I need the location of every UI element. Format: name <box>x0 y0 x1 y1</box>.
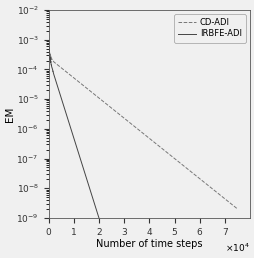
CD-ADI <box>47 44 50 47</box>
CD-ADI <box>154 142 157 146</box>
CD-ADI <box>69 74 72 77</box>
IRBFE-ADI <box>47 46 50 49</box>
IRBFE-ADI <box>56 85 59 88</box>
IRBFE-ADI <box>47 46 50 49</box>
IRBFE-ADI <box>76 151 80 154</box>
Legend: CD-ADI, IRBFE-ADI: CD-ADI, IRBFE-ADI <box>173 14 245 43</box>
CD-ADI <box>127 120 130 124</box>
CD-ADI <box>235 207 238 211</box>
IRBFE-ADI <box>60 98 63 101</box>
Line: IRBFE-ADI: IRBFE-ADI <box>48 47 99 218</box>
IRBFE-ADI <box>85 177 88 180</box>
CD-ADI <box>134 126 137 129</box>
Y-axis label: EM: EM <box>5 106 15 122</box>
IRBFE-ADI <box>70 129 73 132</box>
CD-ADI <box>47 50 50 53</box>
X-axis label: Number of time steps: Number of time steps <box>96 239 202 249</box>
Text: $\times\mathregular{10}^{\mathregular{4}}$: $\times\mathregular{10}^{\mathregular{4}… <box>225 242 249 254</box>
CD-ADI <box>131 124 134 127</box>
IRBFE-ADI <box>97 216 100 220</box>
CD-ADI <box>61 68 65 71</box>
IRBFE-ADI <box>81 163 84 166</box>
Line: CD-ADI: CD-ADI <box>48 46 237 209</box>
